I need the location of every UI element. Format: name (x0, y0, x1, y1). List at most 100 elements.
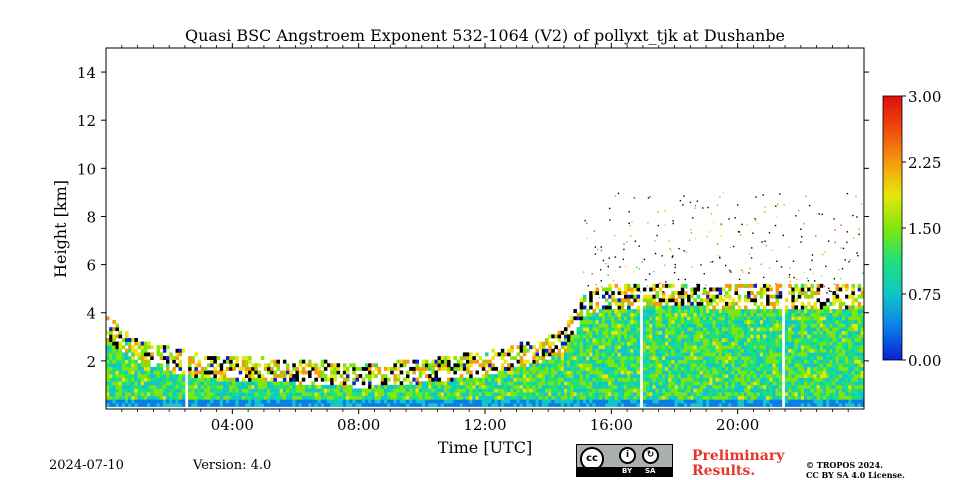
heat-cell (219, 395, 224, 400)
heat-cell (690, 323, 694, 328)
heat-cell (649, 356, 653, 360)
heat-cell (491, 377, 495, 382)
heat-cell (462, 363, 467, 368)
heat-cell (838, 334, 843, 339)
heat-cell (655, 377, 659, 382)
x-tick-label: 04:00 (211, 416, 254, 434)
heat-cell (586, 338, 590, 342)
heat-cell (756, 338, 761, 342)
heat-cell (778, 363, 783, 368)
heat-cell (688, 239, 691, 241)
heat-cell (860, 377, 864, 382)
heat-cell (642, 403, 647, 407)
heat-cell (573, 356, 577, 360)
heat-cell (728, 366, 732, 371)
heat-cell (598, 352, 603, 357)
heat-cell (418, 395, 423, 400)
heat-cell (614, 338, 618, 342)
heat-cell (459, 388, 464, 393)
heat-cell (810, 327, 814, 332)
heat-cell (380, 388, 385, 393)
heat-cell (636, 341, 641, 346)
heat-cell (169, 356, 173, 360)
heat-cell (143, 363, 148, 368)
heat-cell (750, 374, 754, 378)
heat-cell (785, 338, 789, 342)
heat-cell (503, 352, 508, 357)
heat-cell (725, 291, 729, 295)
heat-cell (601, 309, 606, 313)
heat-cell (624, 341, 628, 346)
heat-cell (769, 309, 773, 313)
heat-cell (263, 377, 268, 382)
heat-cell (845, 388, 849, 393)
heat-cell (365, 374, 369, 378)
heat-cell (816, 312, 821, 317)
heat-cell (535, 388, 539, 393)
heat-cell (109, 348, 113, 353)
heat-cell (702, 366, 707, 371)
heat-cell (785, 316, 789, 321)
heat-cell (308, 363, 312, 368)
heat-cell (238, 384, 243, 389)
heat-cell (652, 327, 656, 332)
heat-cell (355, 395, 359, 400)
heat-cell (841, 363, 846, 368)
heat-cell (800, 341, 805, 346)
heat-cell (586, 348, 590, 353)
heat-cell (833, 283, 836, 285)
heat-cell (671, 363, 675, 368)
heat-cell (440, 356, 445, 360)
heat-cell (121, 388, 126, 393)
heat-cell (181, 370, 186, 375)
heat-cell (194, 377, 198, 382)
heat-cell (775, 291, 780, 295)
heat-cell (507, 363, 511, 368)
heat-cell (794, 330, 798, 335)
heat-cell (601, 374, 606, 378)
heat-cell (282, 381, 287, 386)
heat-cell (538, 366, 543, 371)
heat-cell (222, 399, 227, 404)
heat-cell (200, 399, 205, 404)
heat-cell (601, 316, 606, 321)
heat-cell (579, 334, 584, 339)
heat-cell (693, 338, 697, 342)
heat-cell (143, 374, 148, 378)
heat-cell (860, 305, 864, 310)
heat-cell (462, 356, 467, 360)
heat-cell (598, 330, 603, 335)
heat-cell (804, 374, 808, 378)
heat-cell (832, 403, 836, 407)
heat-cell (655, 370, 659, 375)
heat-cell (721, 305, 726, 310)
heat-cell (194, 352, 198, 357)
heat-cell (507, 381, 511, 386)
heat-cell (147, 352, 151, 357)
heat-cell (693, 287, 697, 292)
heat-cell (671, 348, 675, 353)
heat-cell (166, 345, 170, 350)
heat-cell (775, 403, 780, 407)
heat-cell (592, 334, 596, 339)
heat-cell (466, 363, 470, 368)
heat-cell (756, 374, 761, 378)
heat-cell (636, 384, 641, 389)
heat-cell (178, 388, 183, 393)
heat-cell (579, 352, 584, 357)
heat-cell (860, 352, 864, 357)
heat-cell (500, 352, 505, 357)
heat-cell (854, 330, 858, 335)
heat-cell (576, 403, 581, 407)
heat-cell (611, 356, 615, 360)
heat-cell (109, 370, 113, 375)
heat-cell (374, 384, 378, 389)
heat-cell (813, 330, 817, 335)
heat-cell (134, 384, 138, 389)
heat-cell (835, 330, 840, 335)
heat-cell (715, 334, 720, 339)
heat-cell (115, 395, 119, 400)
heat-cell (330, 370, 334, 375)
heat-cell (147, 403, 151, 407)
heat-cell (769, 403, 773, 407)
